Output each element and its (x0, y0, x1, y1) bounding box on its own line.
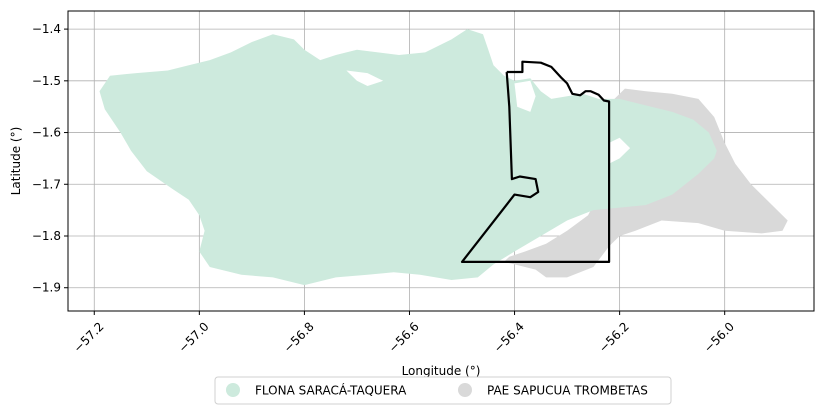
y-axis-label: Latitude (°) (9, 127, 23, 196)
y-tick-label: −1.6 (32, 126, 61, 140)
boundary-outline (460, 60, 611, 263)
x-tick-label: −57.0 (176, 319, 212, 355)
x-tick-label: −56.4 (491, 319, 527, 355)
area-polygons (99, 29, 788, 286)
water-cutout (346, 70, 384, 86)
y-tick-label: −1.8 (32, 229, 61, 243)
y-tick-label: −1.4 (32, 22, 61, 36)
legend: FLONA SARACÁ-TAQUERA PAE SAPUCUA TROMBETA… (214, 376, 672, 405)
x-tick-label: −56.0 (701, 319, 737, 355)
legend-entry-label: PAE SAPUCUA TROMBETAS (487, 384, 648, 398)
plot-frame (67, 10, 815, 312)
x-axis-ticks: −57.2 −57.0 −56.8 −56.6 −56.4 −56.2 −56.0 (71, 311, 737, 355)
x-axis-label: Longitude (°) (402, 364, 481, 378)
x-tick-label: −56.6 (386, 319, 422, 355)
y-tick-label: −1.5 (32, 74, 61, 88)
x-tick-label: −57.2 (71, 319, 107, 355)
legend-entry-label: FLONA SARACÁ-TAQUERA (255, 383, 407, 398)
legend-marker (458, 383, 472, 397)
boundary-lines (460, 60, 611, 263)
y-tick-label: −1.7 (32, 177, 61, 191)
legend-marker (226, 383, 240, 397)
water-cutout (609, 137, 631, 164)
area-flona-saraca-taquera (99, 29, 717, 286)
legend-box (214, 376, 672, 405)
water-cutout (514, 80, 536, 112)
x-tick-label: −56.2 (596, 319, 632, 355)
x-tick-label: −56.8 (281, 319, 317, 355)
y-tick-label: −1.9 (32, 281, 61, 295)
y-axis-ticks: −1.4 −1.5 −1.6 −1.7 −1.8 −1.9 (32, 22, 68, 295)
